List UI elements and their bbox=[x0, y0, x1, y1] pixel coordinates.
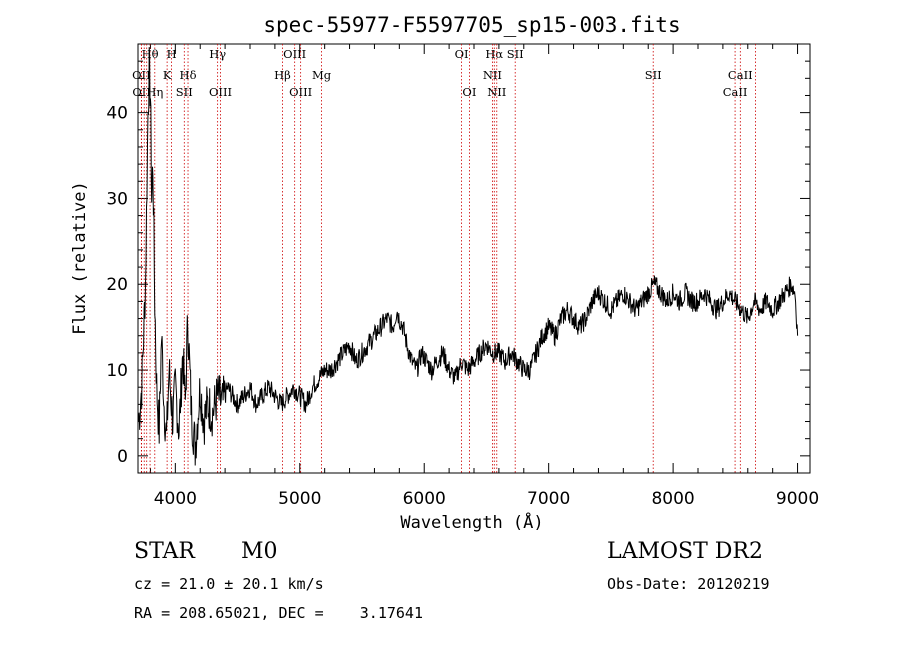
x-tick-label: 6000 bbox=[403, 489, 446, 509]
line-marker-label: SII bbox=[645, 68, 662, 82]
line-marker-label: Hθ bbox=[142, 47, 159, 61]
line-marker-label: Hα bbox=[485, 47, 503, 61]
line-marker-label: NII bbox=[483, 68, 502, 82]
line-marker-label: CaII bbox=[723, 85, 748, 99]
line-marker-label: OII bbox=[132, 68, 151, 82]
y-tick-label: 30 bbox=[106, 189, 128, 209]
y-axis-label: Flux (relative) bbox=[70, 181, 90, 335]
object-subclass: M0 bbox=[241, 539, 278, 564]
line-marker-label: OI bbox=[455, 47, 469, 61]
line-marker-label: H bbox=[167, 47, 177, 61]
line-marker-label: Mg bbox=[312, 68, 332, 82]
x-tick-label: 7000 bbox=[527, 489, 570, 509]
y-tick-label: 40 bbox=[106, 104, 128, 124]
line-marker-label: NII bbox=[487, 85, 506, 99]
line-marker-label: SII bbox=[507, 47, 524, 61]
x-tick-label: 8000 bbox=[651, 489, 694, 509]
chart-title: spec-55977-F5597705_sp15-003.fits bbox=[263, 13, 680, 37]
line-marker-label: OII bbox=[132, 85, 151, 99]
redshift-text: cz = 21.0 ± 20.1 km/s bbox=[134, 575, 324, 593]
line-marker-label: K bbox=[163, 68, 172, 82]
line-marker-label: SII bbox=[176, 85, 193, 99]
y-tick-label: 20 bbox=[106, 275, 128, 295]
line-marker-label: OIII bbox=[289, 85, 312, 99]
x-tick-label: 9000 bbox=[776, 489, 819, 509]
line-marker-label: Hγ bbox=[209, 47, 226, 61]
line-marker-label: OI bbox=[462, 85, 476, 99]
line-marker-label: Hη bbox=[146, 85, 163, 99]
line-marker-label: Hδ bbox=[180, 68, 197, 82]
object-class: STAR bbox=[134, 539, 195, 564]
plot-area: 4000 5000 6000 7000 8000 9000 0 10 20 30 40 Hθ H Hγ OI… bbox=[106, 43, 819, 509]
y-tick-label: 0 bbox=[117, 447, 128, 467]
x-tick-label: 5000 bbox=[278, 489, 321, 509]
survey-name: LAMOST DR2 bbox=[607, 539, 763, 564]
y-tick-label: 10 bbox=[106, 361, 128, 381]
spectrum-line bbox=[138, 47, 799, 466]
line-marker-label: Hβ bbox=[274, 68, 291, 82]
x-axis-label: Wavelength (Å) bbox=[400, 511, 543, 533]
line-marker-label: OIII bbox=[209, 85, 232, 99]
line-marker-label: OIII bbox=[283, 47, 306, 61]
coordinates-text: RA = 208.65021, DEC = 3.17641 bbox=[134, 604, 423, 622]
line-marker-label: CaII bbox=[728, 68, 753, 82]
obs-date-text: Obs-Date: 20120219 bbox=[607, 575, 770, 593]
x-tick-label: 4000 bbox=[154, 489, 197, 509]
spectrum-chart: spec-55977-F5597705_sp15-003.fits 4000 50… bbox=[70, 13, 819, 533]
